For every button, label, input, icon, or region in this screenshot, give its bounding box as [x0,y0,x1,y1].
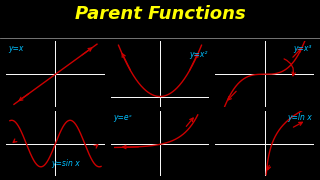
Text: y=sin x: y=sin x [52,159,80,168]
Text: y=x²: y=x² [189,50,207,59]
Text: y=eˣ: y=eˣ [113,113,132,122]
Text: y=ln x: y=ln x [287,113,312,122]
Text: y=x: y=x [8,44,24,53]
Text: Parent Functions: Parent Functions [75,5,245,23]
Text: y=x³: y=x³ [293,44,312,53]
